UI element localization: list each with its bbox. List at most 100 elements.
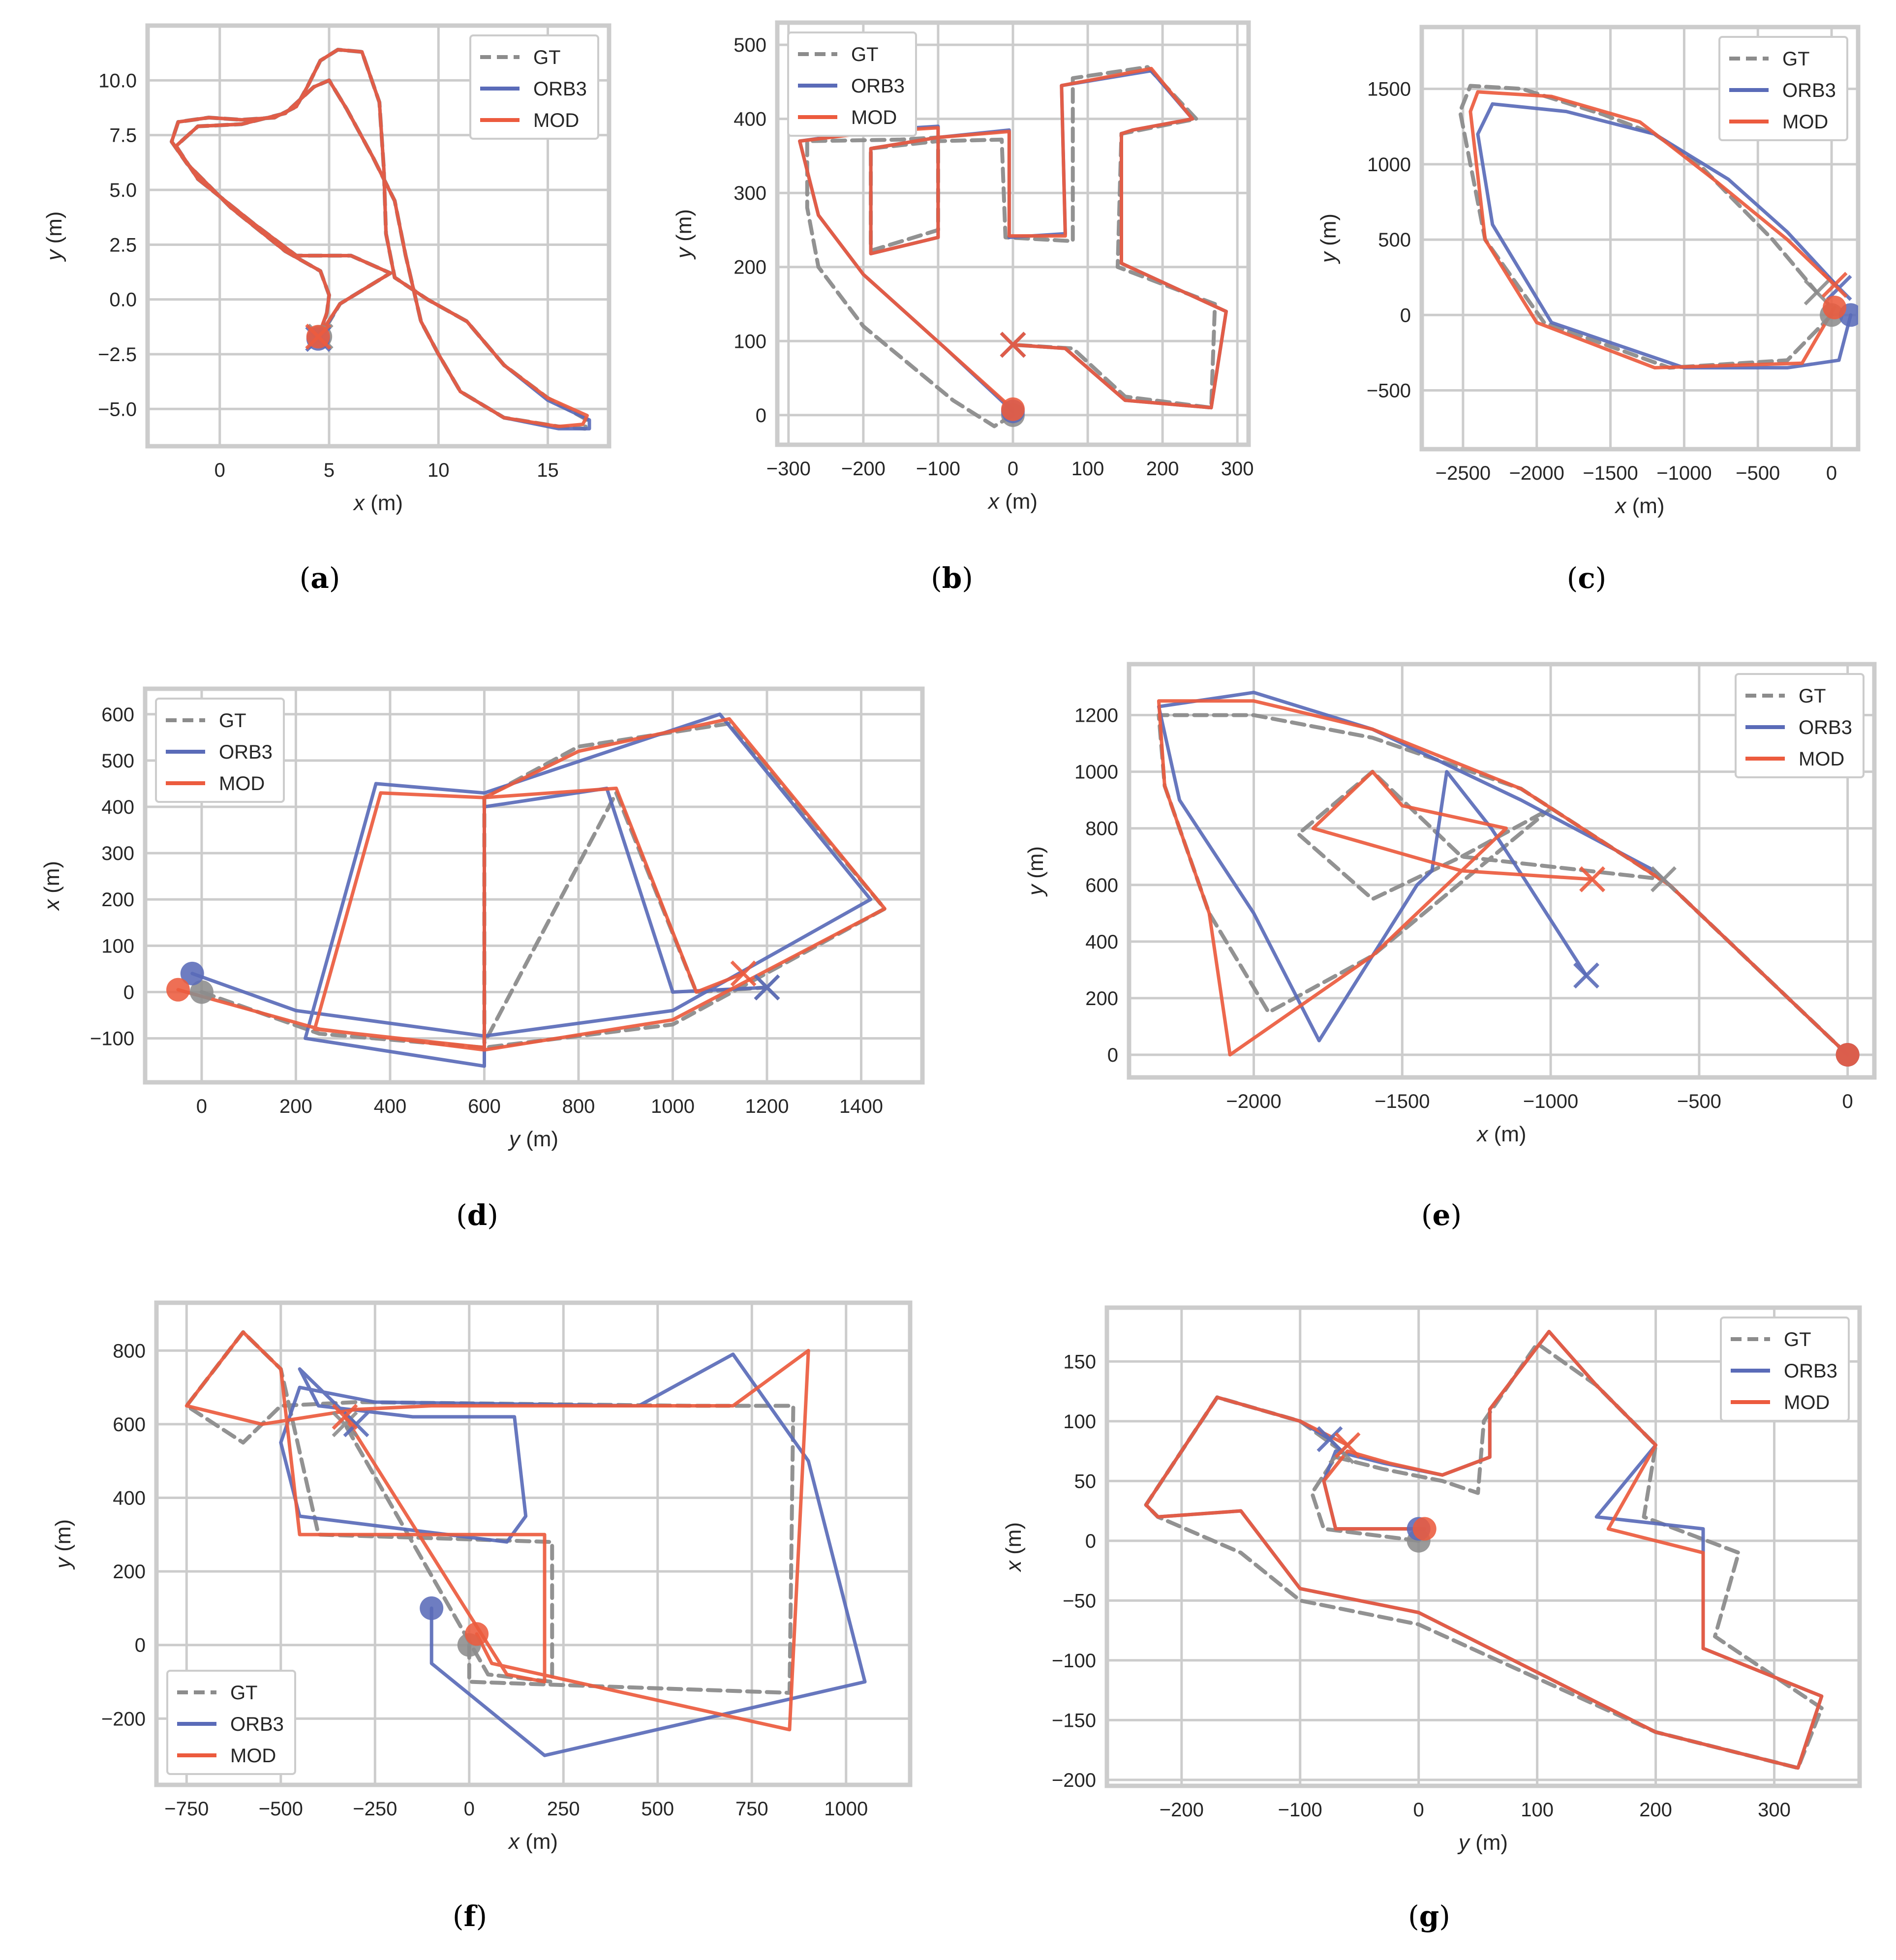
start-marker-gt <box>189 980 214 1004</box>
x-tick-label: −1500 <box>1375 1091 1430 1112</box>
y-tick-label: 100 <box>734 331 766 352</box>
x-tick-label: 1000 <box>824 1798 868 1820</box>
end-marker-orb3 <box>343 1411 369 1438</box>
y-tick-label: 0.0 <box>109 289 137 311</box>
y-tick-label: 10.0 <box>98 70 137 92</box>
y-tick-label: 600 <box>101 704 134 726</box>
end-marker-gt <box>332 1411 358 1438</box>
y-tick-label: 200 <box>101 889 134 911</box>
legend-label-mod: MOD <box>1782 111 1828 133</box>
y-tick-label: −100 <box>90 1028 134 1050</box>
chart-panel-c: −2500 −2000 −1500 −1000 −500 0 −500 0 500 1000 150… <box>1316 25 1861 595</box>
subcaption: (g) <box>1408 1899 1450 1933</box>
x-tick-label: 10 <box>428 459 450 481</box>
series-line-mod <box>798 66 1228 411</box>
y-tick-label: 0 <box>135 1635 146 1656</box>
end-marker-mod <box>1334 1432 1361 1458</box>
legend-label-gt: GT <box>219 710 246 732</box>
x-tick-label: 100 <box>1071 458 1104 480</box>
legend-box <box>166 1670 296 1775</box>
x-axis-label: y (m) <box>1457 1831 1508 1855</box>
start-marker-mod <box>1823 295 1847 319</box>
start-marker-mod <box>465 1622 489 1646</box>
y-tick-label: 1000 <box>1074 762 1118 783</box>
legend-label-gt: GT <box>1782 48 1810 70</box>
y-tick-label: 300 <box>734 183 766 204</box>
y-tick-label: 0 <box>756 405 766 427</box>
y-tick-label: 500 <box>1378 229 1411 251</box>
subcaption: (a) <box>300 561 340 595</box>
y-tick-label: 0 <box>123 981 134 1003</box>
end-marker-gt <box>1804 279 1830 306</box>
y-tick-label: 0 <box>1085 1531 1096 1552</box>
chart-panel-d: 0 200 400 600 800 1000 1200 1400 −100 0 100 200 300 4… <box>40 686 925 1232</box>
x-tick-label: 800 <box>562 1096 595 1117</box>
legend: GT ORB3 MOD <box>155 698 285 803</box>
subcaption: (e) <box>1421 1198 1462 1232</box>
end-marker-orb3 <box>1316 1426 1343 1452</box>
y-axis-label: x (m) <box>40 861 64 911</box>
y-tick-label: 800 <box>113 1340 146 1362</box>
y-tick-label: 400 <box>1085 931 1118 953</box>
x-tick-label: 1000 <box>651 1096 695 1117</box>
y-axis-label: x (m) <box>1002 1522 1026 1572</box>
y-tick-label: 100 <box>101 935 134 957</box>
legend-label-orb3: ORB3 <box>230 1714 284 1735</box>
y-axis-label: y (m) <box>1316 214 1341 264</box>
legend-label-mod: MOD <box>1799 748 1844 770</box>
y-tick-label: 5.0 <box>109 180 137 201</box>
x-tick-label: −750 <box>164 1798 209 1820</box>
end-marker-orb3 <box>1573 962 1599 989</box>
x-axis-label: x (m) <box>1614 494 1664 518</box>
legend-label-mod: MOD <box>533 110 579 131</box>
series-line-gt <box>184 1330 795 1695</box>
traces <box>184 1330 867 1757</box>
x-tick-label: 1200 <box>745 1096 789 1117</box>
x-tick-label: 250 <box>547 1798 580 1820</box>
x-tick-label: −2500 <box>1436 462 1491 484</box>
legend-label-gt: GT <box>1784 1329 1811 1350</box>
subcaption: (f) <box>453 1899 487 1933</box>
legend-label-mod: MOD <box>219 773 265 795</box>
x-tick-label: 0 <box>1008 458 1018 480</box>
legend: GT ORB3 MOD <box>1720 1317 1850 1422</box>
start-marker-mod <box>1001 397 1025 421</box>
x-tick-label: 200 <box>1146 458 1179 480</box>
traces <box>1144 1330 1824 1770</box>
legend: GT ORB3 MOD <box>787 31 917 137</box>
y-tick-label: −5.0 <box>98 398 137 420</box>
x-tick-label: 100 <box>1521 1799 1554 1821</box>
start-marker-orb3 <box>420 1596 444 1620</box>
x-tick-label: −2000 <box>1509 462 1564 484</box>
legend-label-orb3: ORB3 <box>219 741 273 763</box>
x-axis-label: y (m) <box>508 1127 558 1151</box>
y-tick-label: 1000 <box>1367 154 1411 176</box>
legend-box <box>1718 36 1848 141</box>
start-marker-orb3 <box>180 961 204 985</box>
y-tick-label: −2.5 <box>98 344 137 366</box>
legend-label-orb3: ORB3 <box>1784 1360 1837 1382</box>
y-tick-label: 400 <box>734 109 766 130</box>
y-tick-label: 1500 <box>1367 79 1411 100</box>
x-tick-label: 0 <box>1842 1091 1853 1112</box>
x-tick-label: −100 <box>1278 1799 1322 1821</box>
x-tick-label: 0 <box>214 459 225 481</box>
subcaption: (b) <box>931 561 973 595</box>
legend: GT ORB3 MOD <box>469 34 599 140</box>
legend-label-mod: MOD <box>851 107 897 128</box>
chart-panel-b: −300 −200 −100 0 100 200 300 0 100 200 300 400 500 x … <box>672 20 1254 595</box>
series-line-mod <box>176 717 887 1052</box>
legend-box <box>155 698 285 803</box>
legend-box <box>1735 673 1865 778</box>
legend-label-gt: GT <box>533 47 561 68</box>
series-line-orb3 <box>1476 102 1853 369</box>
legend-box <box>787 31 917 137</box>
y-tick-label: 50 <box>1074 1470 1097 1492</box>
x-tick-label: 200 <box>279 1096 312 1117</box>
chart-panel-a: 0 5 10 15 −5.0 −2.5 0.0 2.5 5.0 7.5 10.0 x (m) y (m)… <box>42 23 612 595</box>
chart-panel-e: −2000 −1500 −1000 −500 0 0 200 400 600 800 1000 120… <box>1024 662 1877 1232</box>
series-line-mod <box>1468 90 1836 369</box>
x-tick-label: −500 <box>1736 462 1780 484</box>
x-tick-label: 300 <box>1758 1799 1791 1821</box>
y-tick-label: 1200 <box>1074 705 1118 727</box>
